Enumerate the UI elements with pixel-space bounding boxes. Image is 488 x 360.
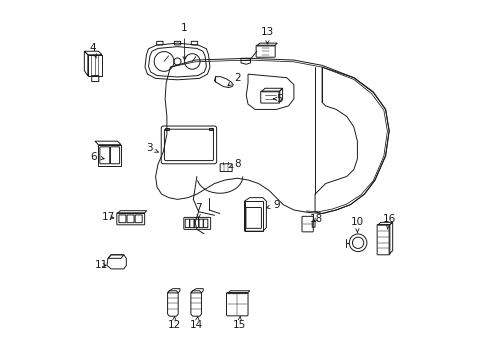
Text: 18: 18 <box>309 214 323 224</box>
Text: 10: 10 <box>350 217 363 233</box>
Text: 7: 7 <box>195 203 202 219</box>
Text: 9: 9 <box>266 200 279 210</box>
Text: 13: 13 <box>260 27 273 44</box>
Text: 1: 1 <box>181 23 187 60</box>
Text: 17: 17 <box>102 212 115 222</box>
Text: 11: 11 <box>95 260 108 270</box>
Text: 3: 3 <box>145 143 158 153</box>
Bar <box>88 55 102 76</box>
Text: 12: 12 <box>167 316 180 330</box>
Text: 16: 16 <box>382 214 395 229</box>
Text: 5: 5 <box>273 94 283 104</box>
Text: 6: 6 <box>90 152 104 162</box>
Text: 14: 14 <box>190 316 203 330</box>
Text: 2: 2 <box>227 73 240 86</box>
Bar <box>209 128 212 130</box>
Text: 8: 8 <box>228 159 240 169</box>
Bar <box>165 128 168 130</box>
Text: 4: 4 <box>89 43 96 58</box>
Text: 15: 15 <box>232 316 245 330</box>
